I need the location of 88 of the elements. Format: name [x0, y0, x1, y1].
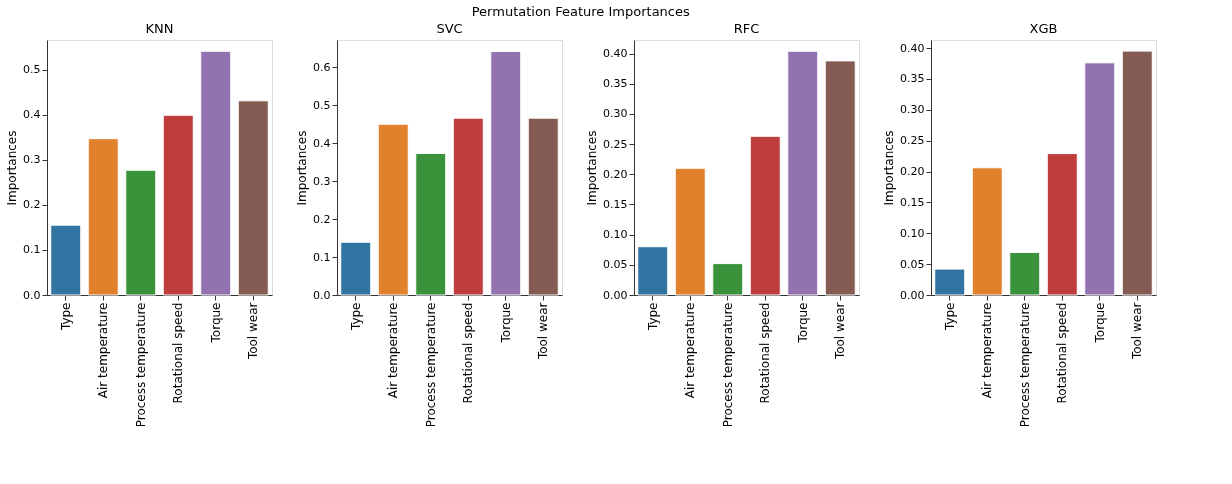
y-tick-label: 0.40	[603, 47, 628, 61]
x-tick-label: Torque	[498, 302, 513, 344]
y-tick-label: 0.4	[313, 136, 331, 150]
bar	[934, 268, 966, 296]
y-tick-label: 0.1	[313, 250, 331, 264]
x-tick-label: Rotational speed	[461, 302, 476, 404]
x-tick-label: Tool wear	[536, 302, 551, 361]
x-tick-label: Tool wear	[833, 302, 848, 361]
bar	[527, 117, 559, 296]
y-axis-title: Importances	[295, 130, 310, 206]
y-tick-label: 0.00	[900, 288, 925, 302]
bar	[125, 169, 157, 296]
x-tick-label: Type	[58, 302, 73, 332]
x-tick-label: Type	[942, 302, 957, 332]
bar	[87, 138, 119, 296]
y-tick-label: 0.25	[900, 134, 925, 148]
bar	[340, 241, 372, 296]
y-axis-title: Importances	[5, 130, 20, 206]
x-tick-label: Air temperature	[386, 302, 401, 399]
x-tick-label: Rotational speed	[758, 302, 773, 404]
y-tick-label: 0.00	[603, 288, 628, 302]
x-tick-label: Process temperature	[1017, 302, 1032, 428]
bar	[637, 246, 669, 296]
x-tick-label: Air temperature	[96, 302, 111, 399]
bar	[377, 123, 409, 296]
y-tick-label: 0.15	[900, 195, 925, 209]
bar	[162, 114, 194, 296]
y-tick-label: 0.40	[900, 41, 925, 55]
y-tick-label: 0.30	[900, 103, 925, 117]
x-tick-label: Process temperature	[423, 302, 438, 428]
y-tick-label: 0.0	[23, 288, 41, 302]
y-tick-label: 0.20	[900, 165, 925, 179]
x-tick-label: Process temperature	[720, 302, 735, 428]
y-tick-label: 0.5	[23, 63, 41, 77]
y-tick-label: 0.35	[603, 77, 628, 91]
y-tick-label: 0.6	[313, 60, 331, 74]
bar	[415, 152, 447, 296]
bar	[50, 224, 82, 296]
bar	[712, 263, 744, 296]
bar	[452, 117, 484, 296]
y-tick-label: 0.5	[313, 98, 331, 112]
y-tick-label: 0.30	[603, 107, 628, 121]
x-tick-label: Torque	[208, 302, 223, 344]
y-tick-label: 0.3	[313, 174, 331, 188]
y-tick-label: 0.3	[23, 153, 41, 167]
bar	[1121, 50, 1153, 296]
y-tick-label: 0.0	[313, 288, 331, 302]
x-tick-label: Process temperature	[133, 302, 148, 428]
x-tick-label: Air temperature	[683, 302, 698, 399]
x-tick-label: Air temperature	[980, 302, 995, 399]
bar	[200, 50, 232, 296]
bar	[1084, 62, 1116, 296]
y-axis-title: Importances	[585, 130, 600, 206]
chart-title: KNN	[145, 21, 174, 36]
bar	[971, 167, 1003, 296]
x-tick-label: Rotational speed	[171, 302, 186, 404]
y-tick-label: 0.20	[603, 167, 628, 181]
x-tick-label: Tool wear	[1130, 302, 1145, 361]
bar	[674, 167, 706, 296]
y-tick-label: 0.15	[603, 197, 628, 211]
chart-title: RFC	[733, 21, 760, 36]
text: Permutation Feature Importances	[471, 3, 690, 19]
y-tick-label: 0.2	[23, 198, 41, 212]
x-tick-label: Rotational speed	[1055, 302, 1070, 404]
y-tick-label: 0.4	[23, 108, 41, 122]
x-tick-label: Type	[348, 302, 363, 332]
y-tick-label: 0.05	[900, 257, 925, 271]
y-tick-label: 0.05	[603, 258, 628, 272]
bar	[749, 135, 781, 296]
x-tick-label: Type	[645, 302, 660, 332]
bar	[824, 60, 856, 296]
bar	[1046, 153, 1078, 296]
y-axis-title: Importances	[882, 130, 897, 206]
y-tick-label: 0.1	[23, 243, 41, 257]
y-tick-label: 0.35	[900, 72, 925, 86]
chart-title: SVC	[436, 21, 463, 36]
bar	[490, 50, 522, 296]
y-tick-label: 0.2	[313, 212, 331, 226]
y-tick-label: 0.10	[900, 226, 925, 240]
y-tick-label: 0.10	[603, 228, 628, 242]
x-tick-label: Torque	[795, 302, 810, 344]
x-tick-label: Tool wear	[246, 302, 261, 361]
chart-title: XGB	[1029, 21, 1058, 36]
x-tick-label: Torque	[1092, 302, 1107, 344]
bar	[1009, 251, 1041, 296]
bar	[237, 100, 269, 296]
bar	[787, 50, 819, 296]
y-tick-label: 0.25	[603, 137, 628, 151]
